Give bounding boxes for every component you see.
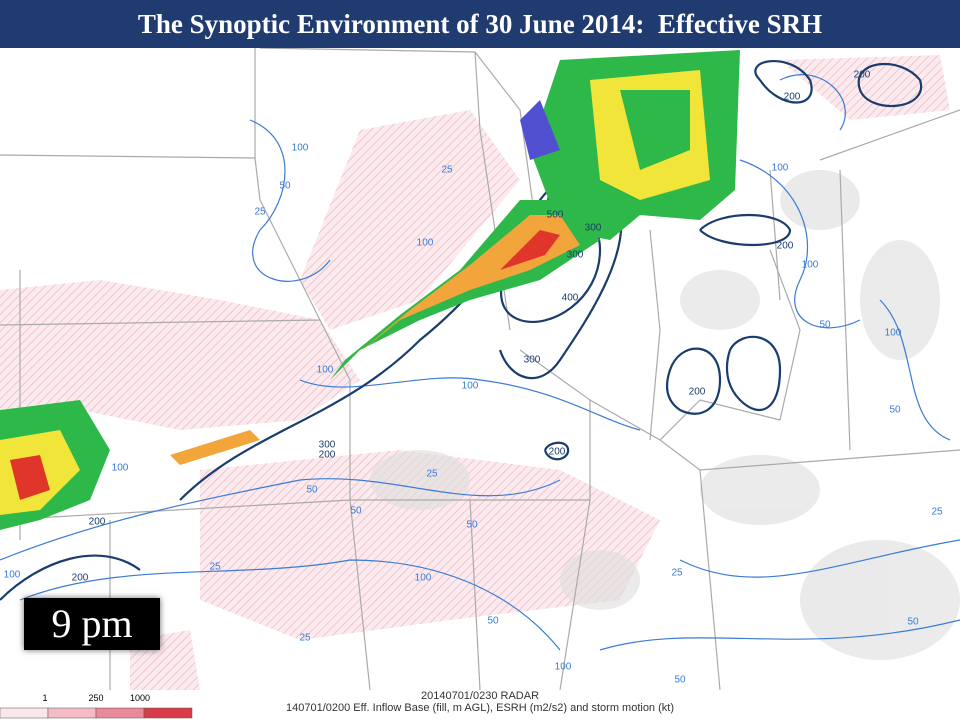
contour-label: 50	[907, 617, 919, 628]
contour-label: 25	[931, 507, 943, 518]
contour-label: 50	[466, 520, 478, 531]
contour-label: 100	[885, 328, 902, 339]
contour-label: 50	[487, 616, 499, 627]
contour-label: 200	[72, 573, 89, 584]
contour-label: 300	[585, 223, 602, 234]
contour-label: 100	[772, 163, 789, 174]
contour-label: 100	[417, 238, 434, 249]
contour-label: 25	[671, 568, 683, 579]
contour-label: 50	[674, 675, 686, 686]
contour-label: 25	[209, 562, 221, 573]
contour-label: 500	[547, 210, 564, 221]
map-caption: 140701/0200 Eff. Inflow Base (fill, m AG…	[286, 702, 674, 714]
map: 100 50 25 25 100 500 300 300 400 300 100 200 200 200 2…	[0, 48, 960, 720]
radar-echoes	[0, 50, 740, 530]
contour-label: 300	[319, 440, 336, 451]
state-borders	[0, 48, 960, 691]
legend-tick: 250	[88, 693, 103, 703]
contour-label: 400	[562, 293, 579, 304]
radar-time: 20140701/0230 RADAR	[421, 690, 539, 702]
contour-label: 200	[777, 241, 794, 252]
contour-label: 50	[350, 506, 362, 517]
contour-label: 100	[292, 143, 309, 154]
contour-label: 50	[279, 181, 291, 192]
contour-label: 100	[555, 662, 572, 673]
legend-bar: 1 250 1000	[0, 693, 193, 719]
contour-label: 25	[426, 469, 438, 480]
legend-swatch	[143, 707, 193, 719]
legend-tick: 1	[42, 693, 47, 703]
contour-label: 100	[112, 463, 129, 474]
contour-label: 50	[306, 485, 318, 496]
contour-label: 200	[549, 447, 566, 458]
contour-label: 300	[567, 250, 584, 261]
esrh-contours-light	[0, 74, 960, 651]
inflow-base-fill	[0, 55, 950, 690]
contour-label: 50	[819, 320, 831, 331]
contour-label: 25	[441, 165, 453, 176]
legend-tick: 1000	[130, 693, 150, 703]
slide-title: The Synoptic Environment of 30 June 2014…	[0, 0, 960, 48]
contour-label: 50	[889, 405, 901, 416]
contour-label: 25	[254, 207, 266, 218]
contour-label: 25	[299, 633, 311, 644]
contour-label: 100	[317, 365, 334, 376]
contour-label: 200	[784, 92, 801, 103]
contour-label: 100	[415, 573, 432, 584]
radar-light	[370, 170, 960, 660]
contour-label: 200	[854, 70, 871, 81]
contour-label: 200	[689, 387, 706, 398]
legend-swatch	[95, 707, 145, 719]
time-label: 9 pm	[24, 598, 160, 650]
contour-label: 100	[4, 570, 21, 581]
legend-swatch	[0, 707, 49, 719]
contour-label: 100	[462, 381, 479, 392]
contour-label: 100	[802, 260, 819, 271]
contour-label: 200	[89, 517, 106, 528]
legend-swatch	[47, 707, 97, 719]
contour-label: 300	[524, 355, 541, 366]
contour-label: 200	[319, 450, 336, 461]
